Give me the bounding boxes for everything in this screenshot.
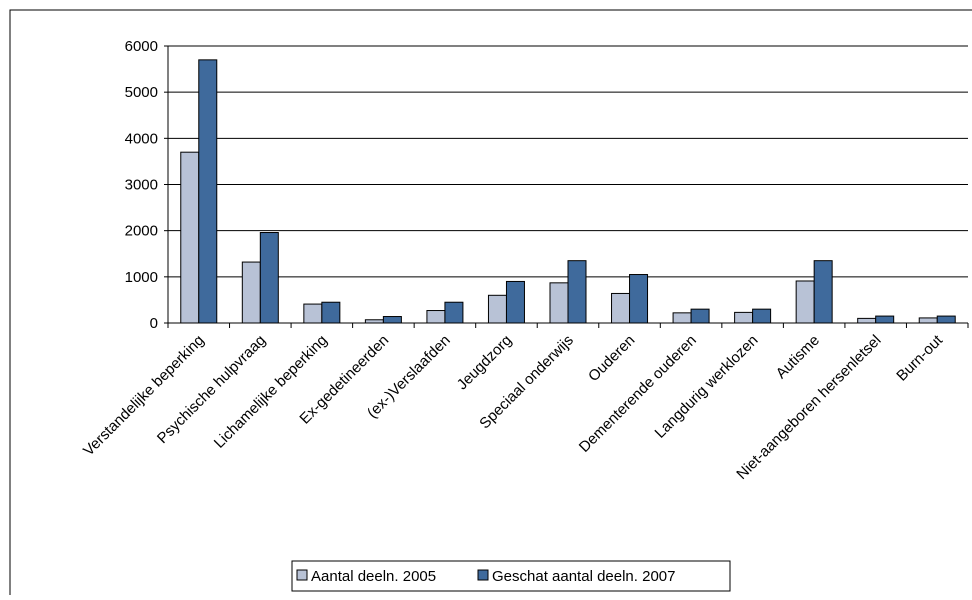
bar-2005-4 <box>426 310 446 324</box>
bar-2007-11 <box>875 315 895 324</box>
legend: Aantal deeln. 2005 Geschat aantal deeln.… <box>291 560 731 592</box>
bar-2007-2 <box>321 301 341 324</box>
y-tick-label: 4000 <box>125 130 158 147</box>
bar-2005-6 <box>549 282 569 324</box>
axes <box>167 46 969 328</box>
y-tick-label: 3000 <box>125 177 158 194</box>
bar-2005-5 <box>487 294 507 324</box>
y-tick-label: 5000 <box>125 84 158 101</box>
bar-2007-12 <box>936 315 956 324</box>
legend-box <box>291 560 731 592</box>
bar-2007-3 <box>382 316 402 324</box>
bar-2007-7 <box>629 274 649 324</box>
y-tick-label: 6000 <box>125 38 158 55</box>
legend-label-2005: Aantal deeln. 2005 <box>311 568 436 585</box>
y-tick-label: 2000 <box>125 223 158 240</box>
bar-2007-0 <box>198 59 218 324</box>
bar-2005-1 <box>241 261 261 324</box>
bar-2007-10 <box>813 260 833 324</box>
bar-2005-7 <box>611 292 631 324</box>
bar-2007-6 <box>567 260 587 324</box>
bar-2007-9 <box>752 308 772 324</box>
bar-2005-8 <box>672 312 692 324</box>
legend-label-2007: Geschat aantal deeln. 2007 <box>492 568 675 585</box>
bar-2005-9 <box>734 311 754 324</box>
bar-2007-4 <box>444 301 464 324</box>
bar-2005-0 <box>180 151 200 324</box>
legend-swatch-2005 <box>296 569 308 581</box>
bar-2005-2 <box>303 303 323 324</box>
bar-2007-1 <box>259 232 279 324</box>
bars <box>180 59 956 324</box>
bar-2005-10 <box>795 280 815 324</box>
y-tick-labels: 0 1000 2000 3000 4000 5000 6000 <box>125 38 158 332</box>
y-tick-label: 1000 <box>125 269 158 286</box>
y-tick-label: 0 <box>150 315 158 332</box>
bar-2007-5 <box>505 280 525 324</box>
legend-swatch-2007 <box>477 569 489 581</box>
bar-2007-8 <box>690 308 710 324</box>
bar-2005-12 <box>918 317 938 324</box>
bar-2005-11 <box>857 317 877 324</box>
